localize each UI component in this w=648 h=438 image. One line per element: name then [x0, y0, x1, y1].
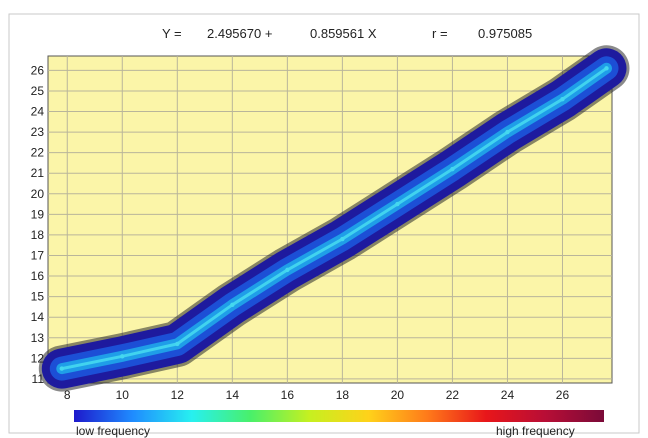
y-tick-label: 15	[31, 290, 45, 304]
y-tick-label: 13	[31, 331, 45, 345]
colorbar-high-label: high frequency	[496, 424, 575, 438]
density-bands	[38, 45, 630, 392]
y-tick-label: 18	[31, 228, 45, 242]
x-tick-label: 8	[64, 388, 71, 402]
ridge-point	[230, 302, 235, 308]
y-tick-label: 20	[31, 187, 45, 201]
equation-y-label: Y =	[162, 26, 182, 41]
x-tick-label: 24	[501, 388, 515, 402]
colorbar-low-label: low frequency	[76, 424, 151, 438]
y-tick-label: 24	[31, 105, 45, 119]
ridge-point	[340, 236, 345, 242]
x-tick-labels: 8 10 12 14 16 18 20 22 24 26	[64, 388, 570, 402]
ridge-point	[604, 66, 609, 71]
x-tick-label: 26	[556, 388, 570, 402]
y-tick-label: 11	[32, 372, 45, 386]
y-tick-label: 12	[31, 351, 45, 365]
ridge-point	[120, 354, 125, 359]
outer-border	[8, 13, 640, 434]
x-tick-label: 14	[226, 388, 240, 402]
x-tick-label: 16	[281, 388, 295, 402]
x-tick-label: 20	[391, 388, 405, 402]
ridge-point	[395, 201, 400, 207]
ridge-point	[59, 366, 64, 371]
ridge-point	[505, 129, 510, 135]
y-tick-label: 26	[31, 63, 45, 77]
ridge-point	[450, 166, 455, 172]
equation-intercept: 2.495670 +	[207, 26, 273, 41]
r-label: r =	[432, 26, 448, 41]
y-tick-label: 16	[31, 269, 45, 283]
y-tick-label: 21	[31, 166, 45, 180]
ridge-point	[175, 341, 180, 347]
x-tick-label: 22	[446, 388, 460, 402]
x-tick-label: 18	[336, 388, 350, 402]
y-tick-label: 25	[31, 84, 45, 98]
y-tick-labels: 11 12 13 14 15 16 17 18 19 20 21 22 23 24 25 26	[31, 63, 45, 385]
x-tick-label: 10	[116, 388, 130, 402]
y-tick-label: 19	[31, 207, 45, 221]
y-tick-label: 17	[31, 248, 45, 262]
x-tick-label: 12	[171, 388, 185, 402]
y-tick-label: 22	[31, 146, 45, 160]
ridge-point	[560, 96, 565, 102]
equation-slope: 0.859561 X	[310, 26, 377, 41]
y-tick-label: 14	[31, 310, 45, 324]
r-value: 0.975085	[478, 26, 533, 41]
y-tick-label: 23	[31, 125, 45, 139]
ridge-point	[285, 267, 290, 273]
colorbar	[74, 410, 604, 422]
